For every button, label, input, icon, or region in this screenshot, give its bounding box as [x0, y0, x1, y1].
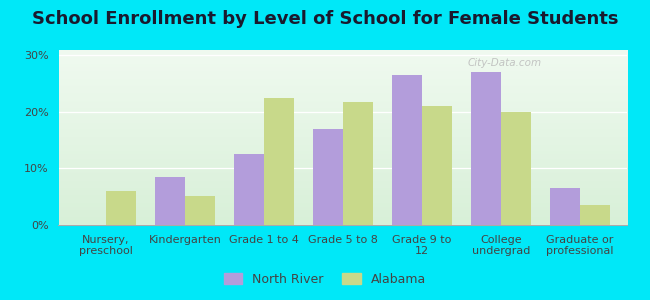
Bar	[392, 75, 422, 225]
Bar	[264, 98, 294, 225]
Text: School Enrollment by Level of School for Female Students: School Enrollment by Level of School for…	[32, 11, 618, 28]
Bar	[106, 191, 136, 225]
Bar	[501, 112, 531, 225]
Text: City-Data.com: City-Data.com	[468, 58, 542, 68]
Bar	[550, 188, 580, 225]
Bar	[185, 196, 215, 225]
Legend: North River, Alabama: North River, Alabama	[218, 268, 432, 291]
Bar	[343, 102, 373, 225]
Bar	[313, 129, 343, 225]
Bar	[471, 72, 501, 225]
Bar	[422, 106, 452, 225]
Bar	[234, 154, 264, 225]
Bar	[580, 205, 610, 225]
Bar	[155, 177, 185, 225]
